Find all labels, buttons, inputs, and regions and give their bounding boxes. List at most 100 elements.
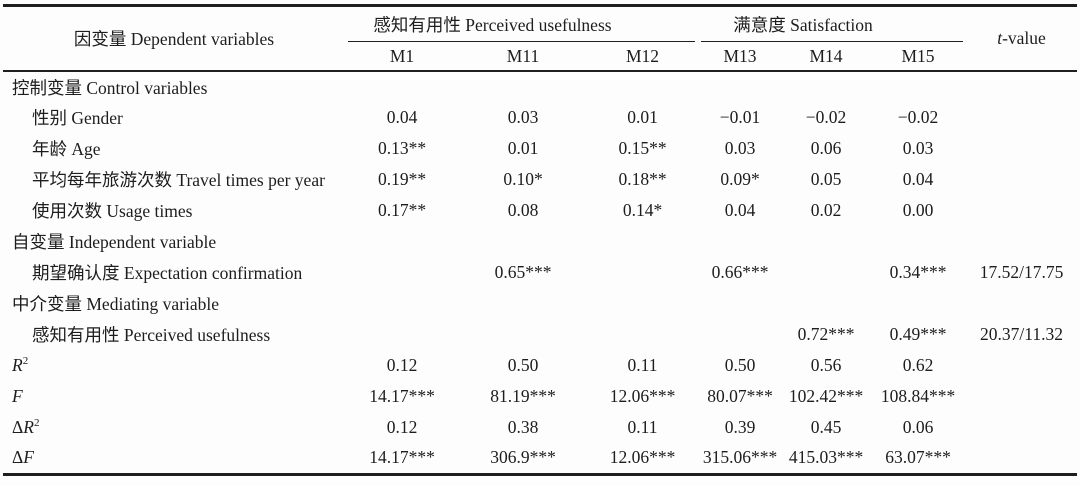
value-cell-m11: 306.9***: [490, 447, 556, 468]
model-header-row: M1 M11 M12 M13 M14 M15: [3, 42, 1077, 72]
value-cell-m14: 102.42***: [788, 386, 864, 406]
value-cell-m14: [782, 288, 870, 319]
value-cell-m15: 0.06: [902, 417, 934, 437]
value-cell-m11: 0.03: [507, 107, 539, 127]
value-cell-m11: [459, 319, 587, 350]
value-cell-m15: [870, 71, 966, 102]
value-cell-m14: [782, 226, 870, 257]
value-cell-m11: 81.19***: [490, 386, 556, 406]
value-cell-m12: 12.06***: [609, 447, 676, 468]
row-label-main: F: [12, 386, 23, 406]
row-label: 中介变量 Mediating variable: [3, 288, 345, 319]
value-cell-m13: 315.06***: [702, 447, 778, 468]
value-cell-m1: [345, 226, 459, 257]
row-label: 年龄 Age: [3, 133, 345, 164]
value-cell-t: 17.52/17.75: [979, 262, 1064, 282]
row-label: 感知有用性 Perceived usefulness: [3, 319, 345, 350]
value-cell-m15: [870, 226, 966, 257]
value-cell-t: [966, 288, 1077, 319]
value-cell-m12: 0.01: [627, 107, 658, 127]
value-cell-m1: 14.17***: [369, 447, 435, 468]
row-label-main: 平均每年旅游次数 Travel times per year: [32, 170, 325, 190]
table-header: 因变量 Dependent variables 感知有用性 Perceived …: [3, 5, 1078, 72]
group-label-satisfaction: 满意度 Satisfaction: [733, 15, 873, 35]
row-label: 平均每年旅游次数 Travel times per year: [3, 164, 345, 195]
table-row: 使用次数 Usage times 0.17** 0.08 0.14* 0.04 …: [3, 195, 1077, 226]
value-cell-m13: 0.39: [724, 417, 756, 437]
table-row: F 14.17*** 81.19*** 12.06*** 80.07*** 10…: [3, 381, 1077, 412]
row-label-main: 感知有用性 Perceived usefulness: [32, 325, 271, 345]
value-cell-m12: 0.15**: [618, 138, 667, 158]
table-row: R2 0.12 0.50 0.11 0.50 0.56 0.62: [3, 350, 1077, 381]
value-cell-m14: 0.45: [810, 417, 842, 437]
row-label: ΔF: [3, 443, 345, 474]
table-row: 期望确认度 Expectation confirmation 0.65*** 0…: [3, 257, 1077, 288]
value-cell-t: 20.37/11.32: [980, 324, 1063, 344]
value-cell-t: [966, 443, 1077, 474]
value-cell-m15: 0.62: [902, 355, 934, 375]
row-label-superscript: 2: [33, 417, 40, 430]
value-cell-m14: [782, 71, 870, 102]
value-cell-t: [966, 412, 1077, 443]
col-header-m15: M15: [870, 42, 967, 72]
row-label-prefix: Δ: [12, 417, 24, 437]
value-cell-m11: [459, 71, 587, 102]
value-cell-m1: [345, 288, 459, 319]
value-cell-t: [966, 133, 1077, 164]
group-label-perceived-usefulness: 感知有用性 Perceived usefulness: [373, 15, 612, 35]
table-row: 感知有用性 Perceived usefulness 0.72*** 0.49*…: [3, 319, 1077, 350]
value-cell-m15: 0.49***: [889, 324, 947, 344]
value-cell-m12: 0.14*: [622, 200, 663, 220]
dependent-variables-header: 因变量 Dependent variables: [3, 5, 345, 72]
value-cell-m12: 0.18**: [618, 169, 667, 189]
row-label: ΔR2: [3, 412, 345, 443]
value-cell-m15: 0.00: [902, 200, 934, 220]
value-cell-m13: [698, 226, 782, 257]
value-cell-m1: 0.04: [386, 107, 418, 127]
value-cell-m14: 0.02: [810, 200, 842, 220]
value-cell-m12: 0.11: [627, 355, 658, 375]
row-label: F: [3, 381, 345, 412]
value-cell-t: [966, 381, 1077, 412]
value-cell-m12: [587, 257, 698, 288]
value-cell-m14: [782, 257, 870, 288]
value-cell-m12: [587, 226, 698, 257]
value-cell-m11: 0.01: [507, 138, 539, 158]
row-label: 性别 Gender: [3, 102, 345, 133]
value-cell-m1: 0.17**: [377, 200, 427, 220]
row-label-main: 中介变量 Mediating variable: [12, 294, 220, 314]
value-cell-m15: −0.02: [897, 107, 939, 127]
col-header-m13: M13: [698, 42, 782, 72]
table-row: 控制变量 Control variables: [3, 71, 1077, 102]
value-cell-m11: 0.50: [507, 355, 539, 375]
value-cell-t: [966, 164, 1077, 195]
value-cell-m15: 0.04: [902, 169, 934, 189]
row-label-superscript: 2: [22, 355, 29, 368]
value-cell-m13: 0.50: [724, 355, 756, 375]
value-cell-m1: [345, 257, 459, 288]
value-cell-m15: 108.84***: [880, 386, 956, 406]
value-cell-m14: −0.02: [805, 107, 847, 127]
group-header-satisfaction: 满意度 Satisfaction: [698, 6, 966, 42]
value-cell-m1: [345, 319, 459, 350]
value-cell-m13: [698, 288, 782, 319]
value-cell-m13: 80.07***: [707, 386, 773, 406]
value-cell-m1: 0.19**: [377, 169, 427, 189]
row-label-main: 自变量 Independent variable: [12, 232, 217, 252]
table-row: 年龄 Age 0.13** 0.01 0.15** 0.03 0.06 0.03: [3, 133, 1077, 164]
row-label: 自变量 Independent variable: [3, 226, 345, 257]
row-label-prefix: Δ: [12, 447, 24, 468]
col-header-m14: M14: [782, 42, 870, 72]
table-body: 控制变量 Control variables 性别 Gender 0.04 0.…: [3, 71, 1077, 474]
value-cell-m12: 12.06***: [609, 386, 676, 406]
value-cell-m11: [459, 226, 587, 257]
row-label-main: 期望确认度 Expectation confirmation: [32, 263, 303, 283]
value-cell-m1: 0.12: [386, 355, 418, 375]
value-cell-m15: 63.07***: [885, 447, 951, 468]
row-label: 期望确认度 Expectation confirmation: [3, 257, 345, 288]
value-cell-m12: 0.11: [627, 417, 658, 437]
value-cell-t: [966, 102, 1077, 133]
value-cell-m1: 0.13**: [377, 138, 427, 158]
value-cell-m11: 0.08: [507, 200, 539, 220]
value-cell-t: [966, 226, 1077, 257]
